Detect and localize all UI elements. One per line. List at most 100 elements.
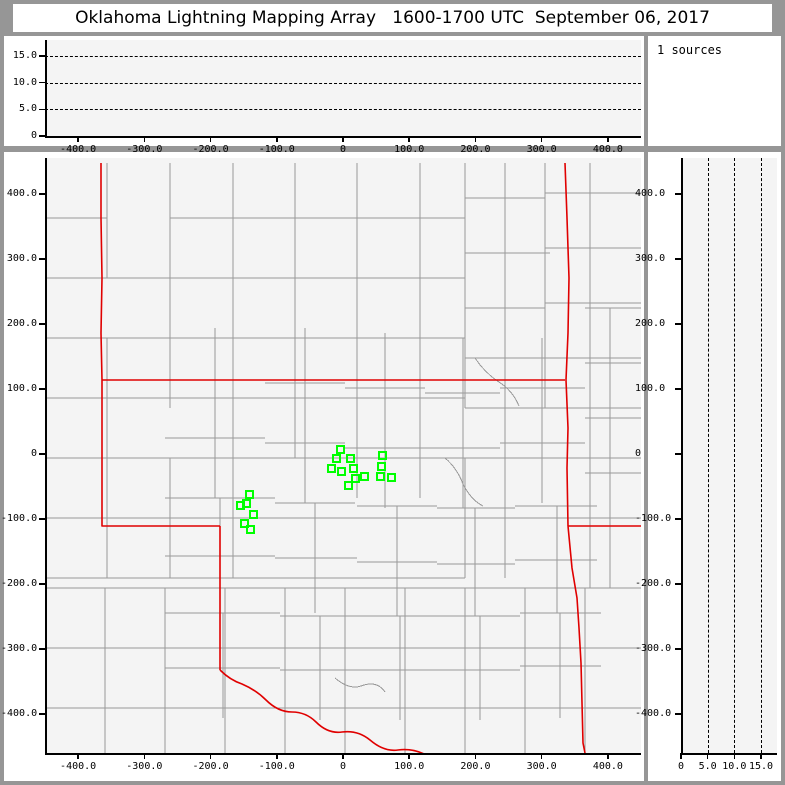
panelC-yticklabel: -400.0 <box>635 707 672 719</box>
panelB-xticklabel: 300.0 <box>526 761 557 772</box>
panelB-xticklabel: -400.0 <box>60 761 97 772</box>
panelA-yaxis <box>45 40 47 136</box>
panelC-yticklabel: 100.0 <box>635 382 666 394</box>
panelB-ytick <box>39 323 46 325</box>
panelB-xtick <box>474 753 477 759</box>
panelA-xtick <box>342 136 344 142</box>
panelC-gridline <box>761 158 762 753</box>
panelA-ytick <box>39 135 46 137</box>
sources-panel: 1 sources <box>648 36 781 146</box>
panelA-gridline <box>45 82 641 84</box>
panelA-xticklabel: -200.0 <box>192 144 229 155</box>
panelB-ytick <box>39 453 46 455</box>
panelA-xticklabel: 300.0 <box>526 144 557 155</box>
panelB-xticklabel: 200.0 <box>460 761 491 772</box>
panelA-xtick <box>276 136 278 142</box>
panelC-yticklabel: -300.0 <box>635 642 672 654</box>
panelC-xticklabel: 15.0 <box>748 761 774 772</box>
panelC-xticklabel: 5.0 <box>698 761 717 772</box>
panelC-ytick <box>675 518 682 520</box>
panelB-yticklabel: 400.0 <box>6 187 37 199</box>
panelB-xtick <box>276 753 278 759</box>
panelA-ytick <box>39 108 46 111</box>
panelB-yticklabel: 0 <box>30 447 37 459</box>
panelC-xticklabel: 10.0 <box>722 761 747 772</box>
panelA-xticklabel: -300.0 <box>126 144 163 155</box>
panelB-xtick <box>209 753 212 759</box>
panelC-yticklabel: 400.0 <box>635 187 666 199</box>
panelB-yticklabel: -100.0 <box>1 512 38 524</box>
title-bar: Oklahoma Lightning Mapping Array 1600-17… <box>13 4 772 32</box>
panelB-xtick <box>408 753 410 759</box>
panelB-yticklabel: -300.0 <box>1 642 38 654</box>
panelB-xticklabel: 100.0 <box>394 761 425 772</box>
panelC-xaxis <box>681 753 777 755</box>
panelA-gridline <box>45 109 641 111</box>
panelC-yticklabel: 200.0 <box>635 317 666 329</box>
panelA-ytick <box>39 55 46 57</box>
panelA-gridline <box>45 56 641 57</box>
panelB-yticklabel: -400.0 <box>1 707 38 719</box>
panelA-yticklabel: 10.0 <box>12 76 37 88</box>
panelA-xtick <box>209 136 212 142</box>
panelA-xticklabel: 0 <box>339 144 347 155</box>
panelB-xticklabel: 400.0 <box>592 761 623 772</box>
panelC-ytick <box>675 453 682 455</box>
panelC-yaxis <box>681 158 683 753</box>
altitude-ns-plotarea[interactable] <box>681 158 777 753</box>
panelC-yticklabel: -200.0 <box>635 577 672 589</box>
lightning-sources <box>236 445 396 534</box>
panelB-xtick <box>143 753 146 759</box>
panelC-yticklabel: 300.0 <box>635 252 666 264</box>
map-plotarea[interactable] <box>45 158 641 753</box>
panelC-ytick <box>675 583 682 585</box>
panelB-yaxis <box>45 158 47 753</box>
panelB-xtick <box>540 753 543 759</box>
panelC-xticklabel: 0 <box>677 761 685 772</box>
panelB-ytick <box>39 583 46 585</box>
panelC-gridline <box>707 158 709 753</box>
panelC-ytick <box>675 323 682 325</box>
panelC-ytick <box>675 648 682 650</box>
panelB-xtick <box>77 753 79 759</box>
panelB-ytick <box>39 258 46 260</box>
panelC-yticklabel: -100.0 <box>635 512 672 524</box>
panelB-ytick <box>39 193 46 195</box>
panelA-yticklabel: 0 <box>30 130 37 141</box>
page-title: Oklahoma Lightning Mapping Array 1600-17… <box>75 8 710 28</box>
panelB-ytick <box>39 648 46 650</box>
panelB-xticklabel: -300.0 <box>126 761 163 772</box>
panelA-xtick <box>77 136 79 142</box>
panelC-ytick <box>675 388 682 390</box>
panelA-yticklabel: 15.0 <box>12 50 37 61</box>
panelC-ytick <box>675 258 682 260</box>
map-geography <box>45 162 641 753</box>
panelB-xticklabel: -100.0 <box>258 761 295 772</box>
panelA-xtick <box>474 136 477 142</box>
panelB-xtick <box>342 753 344 759</box>
panelA-xtick <box>143 136 146 142</box>
panelB-ytick <box>39 388 46 390</box>
panelC-ytick <box>675 193 682 195</box>
panelB-ytick <box>39 518 46 520</box>
panelA-yticklabel: 5.0 <box>18 103 37 115</box>
panelB-xticklabel: 0 <box>339 761 347 772</box>
panelB-xtick <box>607 753 609 759</box>
panelA-xticklabel: -100.0 <box>258 144 295 155</box>
panelC-gridline <box>734 158 736 753</box>
panelA-xtick <box>607 136 609 142</box>
panelC-ytick <box>675 713 682 715</box>
panelA-xticklabel: 200.0 <box>460 144 491 155</box>
panelC-xtick <box>760 753 762 759</box>
panelC-xtick <box>680 753 682 759</box>
panelA-xticklabel: 100.0 <box>394 144 425 155</box>
panelA-xticklabel: -400.0 <box>60 144 97 155</box>
panelB-yticklabel: 100.0 <box>6 382 37 394</box>
panelB-ytick <box>39 713 46 715</box>
panelA-ytick <box>39 81 46 84</box>
source-count-label: 1 sources <box>657 43 723 57</box>
panelB-yticklabel: 200.0 <box>6 317 37 329</box>
panelC-xtick <box>733 753 736 759</box>
altitude-time-plotarea[interactable] <box>45 40 641 136</box>
